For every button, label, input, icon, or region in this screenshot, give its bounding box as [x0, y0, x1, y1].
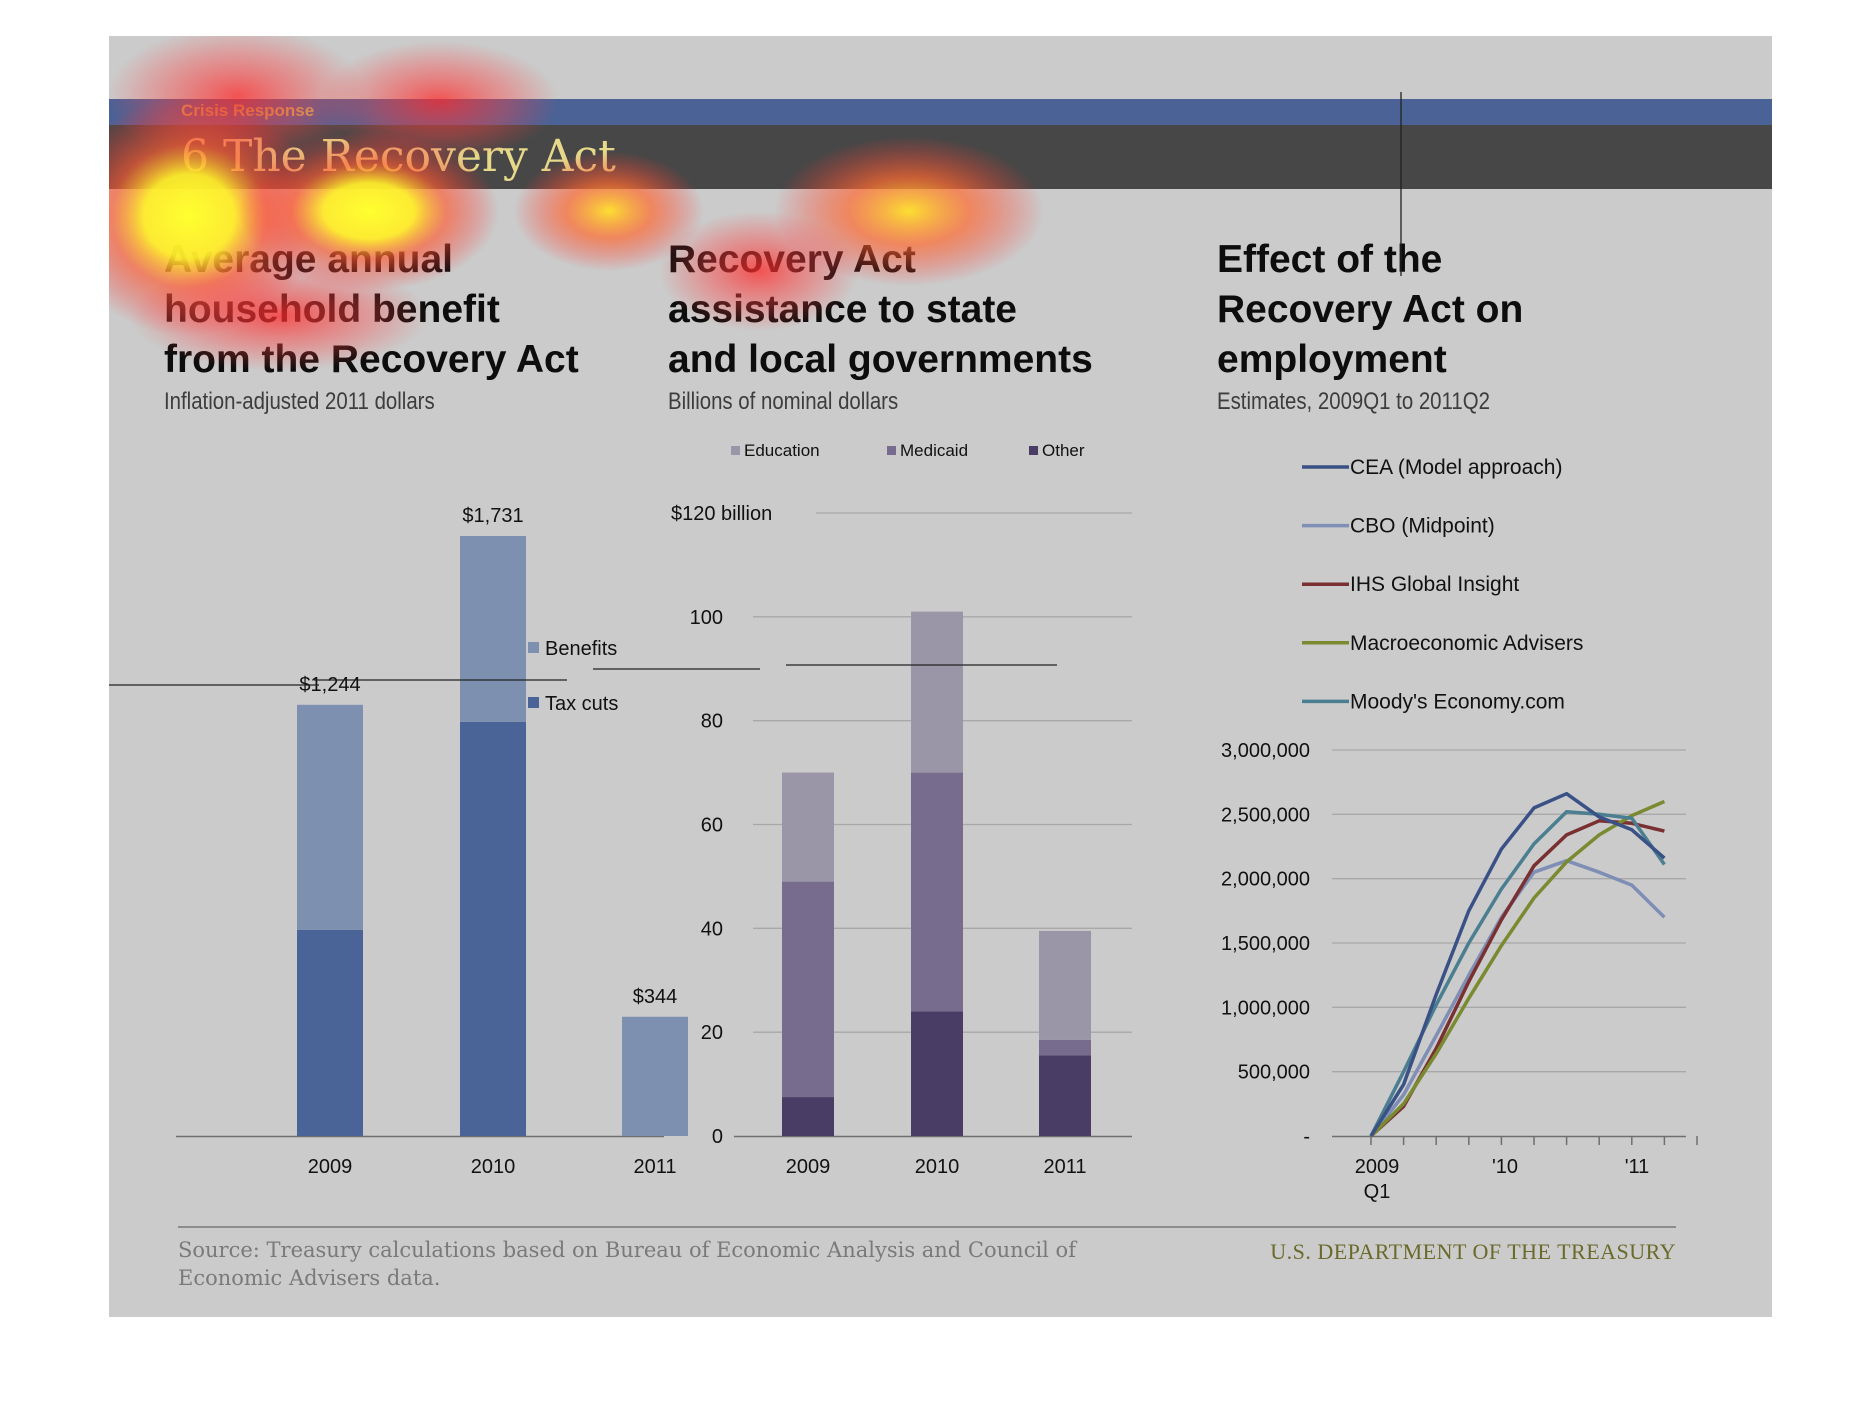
chart2-bar-other	[911, 1011, 963, 1136]
charts-canvas: $1,244 2009 $1,731 2010 $344 2011 Benefits Tax …	[176, 441, 1698, 1203]
chart2-legend-label: Education	[744, 441, 820, 460]
chart3-x-tick-label: Q1	[1364, 1181, 1391, 1203]
chart2-legend-label: Other	[1042, 441, 1085, 460]
chart3-legend-label: Moody's Economy.com	[1350, 690, 1565, 713]
source-note: Source: Treasury calculations based on B…	[178, 1238, 1076, 1290]
org-name: U.S. DEPARTMENT OF THE TREASURY	[1270, 1239, 1676, 1264]
chart3-x-tick-label: 2009	[1355, 1156, 1400, 1178]
chart3-legend-label: CBO (Midpoint)	[1350, 515, 1495, 538]
chart1-legend-label: Benefits	[545, 638, 617, 660]
chart2-x-tick-label: 2009	[786, 1156, 831, 1178]
chart3-legend-label: IHS Global Insight	[1350, 573, 1519, 596]
chart1-x-tick-label: 2010	[471, 1156, 516, 1178]
panel3-title-line: Effect of the	[1217, 238, 1443, 281]
chart1-total-label: $1,244	[299, 674, 360, 696]
chart2-legend-swatch	[887, 446, 896, 455]
chart1-legend-label: Tax cuts	[545, 693, 618, 715]
chart3-line-series	[1369, 858, 1666, 1138]
chart1-bar-tax-cuts	[297, 929, 363, 1136]
chart2-bar-education	[911, 611, 963, 773]
chart1-bar-benefits	[297, 704, 363, 930]
panel3-title-line: employment	[1217, 338, 1447, 381]
chart3-legend-label: Macroeconomic Advisers	[1350, 632, 1583, 655]
chart2-y-tick-label: 80	[701, 711, 723, 733]
chart1-x-tick-label: 2011	[633, 1156, 676, 1178]
chart2-x-tick-label: 2010	[915, 1156, 960, 1178]
chart1-total-label: $1,731	[462, 505, 523, 527]
chart1-legend-swatch	[528, 642, 539, 653]
chart2-x-tick-label: 2011	[1043, 1156, 1086, 1178]
panel2-title-line: and local governments	[668, 338, 1093, 381]
chart3-line-series	[1369, 799, 1666, 1138]
chart2-legend-swatch	[731, 446, 740, 455]
chart2-y-tick-label: 100	[690, 607, 723, 629]
chart3-y-tick-label: 1,500,000	[1221, 933, 1310, 955]
chart2-bar-education	[1039, 930, 1091, 1040]
chart3-line-series	[1369, 791, 1666, 1137]
chart2-bar-medicaid	[911, 772, 963, 1012]
chart2-y-tick-label: 20	[701, 1022, 723, 1044]
chart2-y-tick-label: 0	[712, 1126, 723, 1148]
chart2-bar-education	[782, 772, 834, 882]
chart2-y-tick-label: $120 billion	[671, 503, 772, 525]
chart3-y-tick-label: 2,000,000	[1221, 869, 1310, 891]
chart2-legend-label: Medicaid	[900, 441, 968, 460]
chart1-bar-benefits	[622, 1016, 688, 1136]
chart1-bar-tax-cuts	[460, 721, 526, 1136]
chart3-y-tick-label: 500,000	[1238, 1062, 1310, 1084]
footer-rule	[178, 1226, 1676, 1228]
panel2-subtitle: Billions of nominal dollars	[668, 388, 899, 415]
chart2-bar-medicaid	[782, 881, 834, 1098]
chart2-bar-other	[782, 1097, 834, 1136]
chart1-legend-swatch	[528, 697, 539, 708]
chart3-y-tick-label: 3,000,000	[1221, 740, 1310, 762]
chart3-y-tick-label: 1,000,000	[1221, 997, 1310, 1019]
chart3-x-tick-label: '10	[1492, 1156, 1518, 1178]
chart1-total-label: $344	[633, 986, 678, 1008]
panel3-title: Effect of the Recovery Act on employment	[1217, 235, 1523, 385]
chart2-bar-other	[1039, 1055, 1091, 1136]
panel1-subtitle: Inflation-adjusted 2011 dollars	[164, 388, 435, 415]
chart1-x-tick-label: 2009	[308, 1156, 353, 1178]
chart2-y-tick-label: 40	[701, 918, 723, 940]
chart2-legend-swatch	[1029, 446, 1038, 455]
panel3-subtitle: Estimates, 2009Q1 to 2011Q2	[1217, 388, 1490, 415]
chart3-legend-label: CEA (Model approach)	[1350, 456, 1562, 479]
chart3-y-tick-label: -	[1303, 1126, 1310, 1148]
chart1-bar-benefits	[460, 536, 526, 722]
panel3-title-line: Recovery Act on	[1217, 288, 1524, 331]
chart2-y-tick-label: 60	[701, 815, 723, 837]
chart2-bar-medicaid	[1039, 1039, 1091, 1056]
chart3-x-tick-label: '11	[1625, 1156, 1650, 1178]
slide: Crisis Response 6 The Recovery Act Avera…	[109, 36, 1772, 1317]
chart3-y-tick-label: 2,500,000	[1221, 804, 1310, 826]
